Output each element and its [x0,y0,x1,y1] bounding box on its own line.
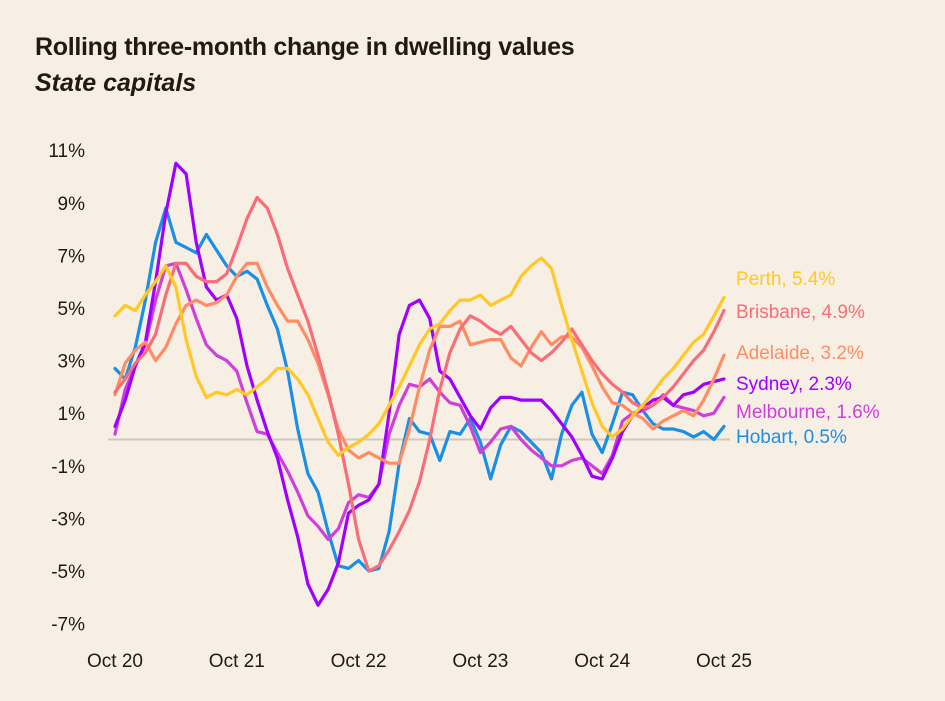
end-label-hobart: Hobart, 0.5% [736,427,847,448]
x-tick-label: Oct 20 [87,651,143,672]
series-line-adelaide [113,261,726,465]
y-tick-label: -5% [51,562,85,583]
end-label-sydney: Sydney, 2.3% [736,374,852,395]
y-tick-label: -1% [51,457,85,478]
series-line-sydney [113,161,726,607]
y-tick-label: 3% [58,352,86,373]
y-tick-label: 7% [58,246,86,267]
y-tick-label: 5% [58,299,86,320]
y-tick-label: 1% [58,404,86,425]
x-tick-label: Oct 25 [696,651,752,672]
end-label-perth: Perth, 5.4% [736,269,835,290]
end-label-melbourne: Melbourne, 1.6% [736,402,880,423]
end-labels: Perth, 5.4% Brisbane, 4.9% Adelaide, 3.2% S… [736,269,880,448]
y-tick-label: 9% [58,194,86,215]
y-tick-label: 11% [48,141,85,162]
x-tick-label: Oct 21 [209,651,265,672]
x-axis: Oct 20 Oct 21 Oct 22 Oct 23 Oct 24 Oct 25 [87,651,752,672]
x-tick-label: Oct 24 [574,651,630,672]
y-axis: 11% 9% 7% 5% 3% 1% -1% -3% -5% -7% [48,141,85,635]
end-label-adelaide: Adelaide, 3.2% [736,343,864,364]
y-tick-label: -3% [51,509,85,530]
y-tick-label: -7% [51,615,85,636]
chart-subtitle: State capitals [35,69,197,97]
chart-title: Rolling three-month change in dwelling v… [35,33,575,61]
x-tick-label: Oct 22 [331,651,387,672]
x-tick-label: Oct 23 [452,651,508,672]
series-lines [113,161,726,607]
series-line-brisbane [113,195,726,573]
series-line-perth [113,256,726,457]
end-label-brisbane: Brisbane, 4.9% [736,302,865,323]
